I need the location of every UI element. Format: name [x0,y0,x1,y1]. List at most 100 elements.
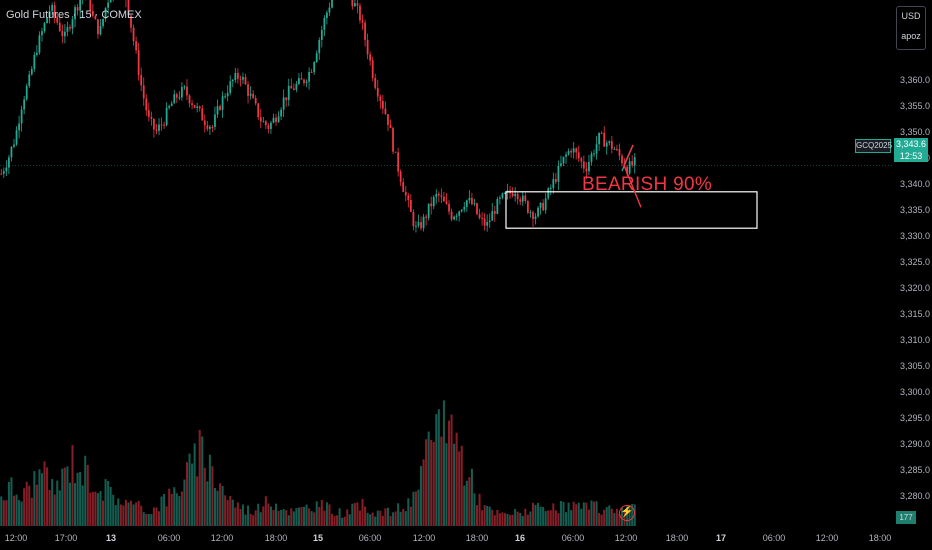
candle-body [104,7,107,19]
candle-body [361,20,364,23]
candle-body [448,203,450,212]
candle-body [547,188,550,199]
chart-symbol-title[interactable]: Gold Futures · 15 · COMEX [6,9,142,21]
candle-body [552,179,555,188]
volume-bar [399,511,402,526]
candle-body [208,126,211,129]
volume-bar [198,429,201,526]
time-tick-label: 13 [106,533,116,543]
candle-body [211,126,214,128]
volume-bar [40,473,43,526]
time-tick-label: 18:00 [265,533,288,543]
candle-body [313,62,316,73]
currency-unit-selector[interactable]: USD apoz [896,6,926,50]
volume-bar [394,511,397,526]
candle-body [155,129,158,131]
time-axis[interactable]: 12:00 17:00 13 06:00 12:00 18:00 15 06:00 12:00 1… [5,533,892,543]
candle-body [61,30,64,37]
candle-body [397,152,400,172]
time-tick-label: 12:00 [211,533,234,543]
candle-body [590,153,593,162]
volume-bar [356,502,359,526]
volume-bar [183,479,186,526]
volume-bar [514,509,517,526]
candle-body [468,197,471,201]
candle-body [259,117,262,122]
volume-bar [53,494,56,526]
candle-body [186,86,188,96]
drawing-layer[interactable] [505,144,758,229]
candle-body [140,75,143,86]
volume-bar [336,515,339,526]
volume-bar [114,505,117,526]
lightning-icon[interactable]: ⚡ [619,505,635,521]
candle-body [15,130,18,145]
volume-bar [175,493,178,526]
candle-body [539,202,542,208]
candle-body [455,215,458,217]
candle-body [409,200,412,212]
time-tick-label: 12:00 [615,533,638,543]
time-tick-label: 18:00 [666,533,689,543]
candle-body [280,109,283,117]
volume-bar [30,497,33,526]
volume-bar [605,507,608,526]
volume-bar [501,512,504,526]
candle-body [270,122,272,129]
volume-bar [234,507,237,526]
time-tick-label: 12:00 [816,533,839,543]
currency-label[interactable]: USD [901,11,921,21]
candle-body [234,72,237,81]
volume-bar [483,505,486,526]
volume-bar [381,515,384,526]
volume-bar [84,455,87,526]
volume-bar [567,502,570,526]
time-tick-label: 06:00 [763,533,786,543]
volume-bar [257,503,260,526]
volume-bar [63,467,66,526]
candle-body [71,19,74,29]
volume-bar [346,509,349,526]
candle-body [598,132,601,145]
volume-bar [89,492,92,526]
candle-body [137,50,140,76]
volume-bar [269,506,272,526]
volume-bar [178,496,181,526]
volume-bar [603,509,606,526]
candle-body [249,93,252,96]
candle-body [595,144,598,154]
volume-bar [542,506,545,526]
candle-body [214,114,216,127]
candle-body [308,71,310,82]
candle-body [374,77,377,88]
candle-body [593,153,595,155]
volume-bar [432,441,435,526]
volume-bar [593,501,596,526]
volume-bar [358,510,361,526]
volume-bar [124,499,127,526]
volume-bar [297,507,300,526]
volume-bar [376,510,379,526]
candle-body [267,125,270,129]
volume-bar [585,502,588,526]
volume-bar [608,505,611,526]
volume-bar [572,501,575,526]
volume-bar [318,506,321,526]
candle-body [565,154,567,157]
volume-bar [188,453,191,526]
volume-bar [152,507,155,526]
volume-bar [465,480,468,526]
time-tick-label: 12:00 [413,533,436,543]
candle-body [328,7,331,13]
candle-body [389,124,392,128]
candle-body [608,141,611,143]
volume-bar [598,513,601,526]
volume-bar [282,509,285,526]
bearish-annotation[interactable]: BEARISH 90% [582,174,713,195]
candle-body [432,196,435,207]
volume-bar [91,491,94,526]
candle-body [458,211,461,216]
candle-body [420,222,422,229]
unit-label[interactable]: apoz [901,31,921,41]
